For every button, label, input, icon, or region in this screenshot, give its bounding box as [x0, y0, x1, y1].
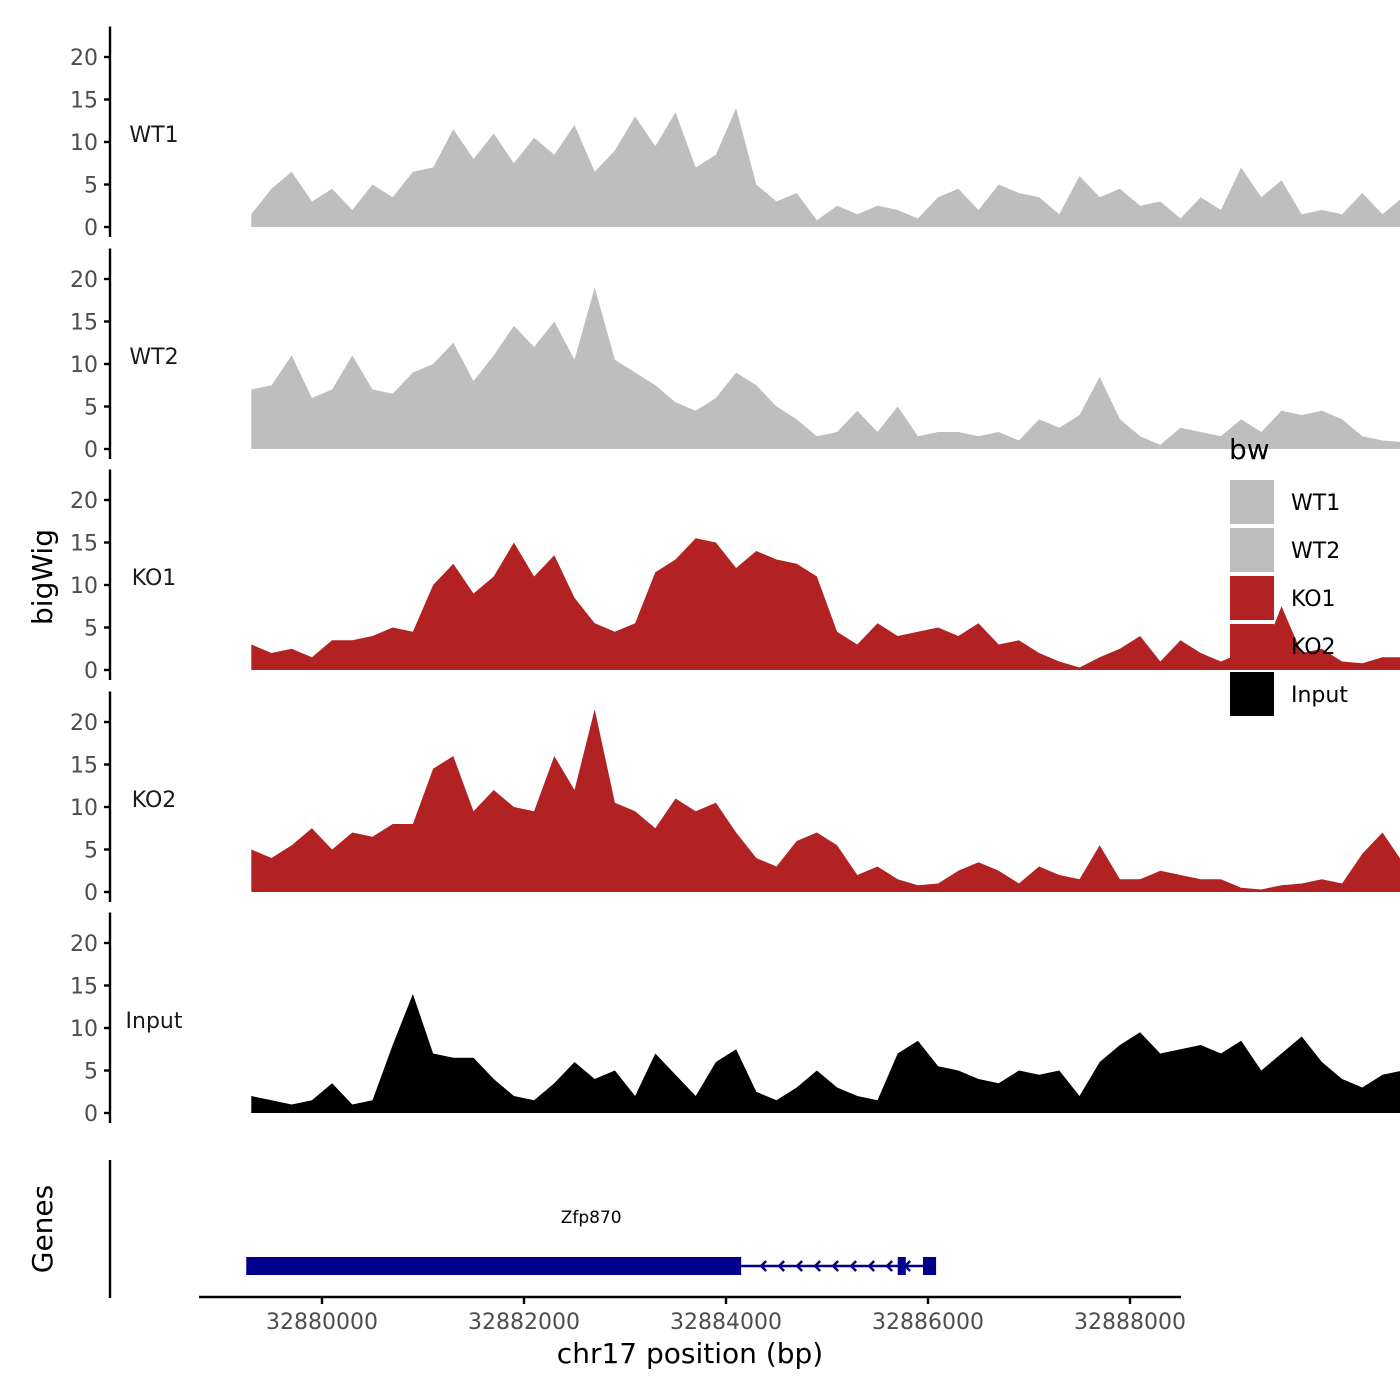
gene-exon — [897, 1257, 906, 1275]
signal-area-ko2 — [251, 709, 1400, 892]
track-input: 0 5 10 15 20 Input — [70, 912, 1400, 1127]
y-tick-label: 20 — [70, 268, 98, 293]
y-tick-label: 20 — [70, 711, 98, 736]
gene-exon — [922, 1257, 937, 1275]
legend-key-input — [1230, 672, 1274, 716]
strand-arrow-icon — [813, 1260, 822, 1272]
legend-key-wt1 — [1230, 480, 1274, 524]
track-ko2: 0 5 10 15 20 KO2 — [70, 691, 1400, 906]
y-tick-label: 10 — [70, 1017, 98, 1042]
x-tick-label: 32884000 — [670, 1310, 782, 1335]
y-tick-label: 0 — [84, 659, 98, 684]
y-tick-label: 15 — [70, 89, 98, 114]
y-tick-label: 15 — [70, 754, 98, 779]
y-tick-label: 20 — [70, 932, 98, 957]
signal-area-input — [251, 994, 1400, 1113]
strand-arrow-icon — [849, 1260, 858, 1272]
y-tick-label: 5 — [84, 396, 98, 421]
track-wt2: 0 5 10 15 20 WT2 — [70, 248, 1400, 463]
y-tick-label: 5 — [84, 617, 98, 642]
y-tick-label: 5 — [84, 174, 98, 199]
strand-arrow-icon — [831, 1260, 840, 1272]
y-axis-title: bigWig — [26, 529, 59, 625]
track-label: WT1 — [129, 123, 178, 148]
legend: bw WT1 WT2 KO1 KO2 Input — [1229, 433, 1348, 716]
x-tick-label: 32888000 — [1074, 1310, 1186, 1335]
gene-track: Genes Zfp870 — [26, 1160, 937, 1298]
y-tick-label: 10 — [70, 574, 98, 599]
y-tick-label: 20 — [70, 46, 98, 71]
track-wt1: 0 5 10 15 20 WT1 — [70, 26, 1400, 241]
strand-arrow-icon — [777, 1260, 786, 1272]
track-ko1: 0 5 10 15 20 KO1 — [70, 469, 1400, 684]
legend-title: bw — [1229, 433, 1270, 466]
legend-label-ko1: KO1 — [1291, 587, 1336, 612]
gene-exon — [246, 1257, 742, 1275]
y-tick-label: 15 — [70, 532, 98, 557]
y-tick-label: 10 — [70, 796, 98, 821]
y-tick-label: 15 — [70, 311, 98, 336]
y-tick-label: 5 — [84, 1060, 98, 1085]
x-axis-title: chr17 position (bp) — [557, 1337, 823, 1370]
legend-key-wt2 — [1230, 528, 1274, 572]
y-tick-label: 10 — [70, 131, 98, 156]
signal-area-wt1 — [251, 108, 1400, 227]
legend-label-wt2: WT2 — [1291, 539, 1340, 564]
strand-arrow-icon — [759, 1260, 768, 1272]
legend-label-wt1: WT1 — [1291, 491, 1340, 516]
x-tick-label: 32880000 — [266, 1310, 378, 1335]
legend-key-ko1 — [1230, 576, 1274, 620]
y-tick-label: 0 — [84, 1102, 98, 1127]
strand-arrow-icon — [885, 1260, 894, 1272]
y-tick-label: 20 — [70, 489, 98, 514]
y-tick-label: 10 — [70, 353, 98, 378]
x-axis: 32880000 32882000 32884000 32886000 32888000… — [199, 1295, 1186, 1370]
x-tick-label: 32886000 — [872, 1310, 984, 1335]
gene-zfp870: Zfp870 — [246, 1208, 937, 1275]
gene-track-title: Genes — [26, 1185, 59, 1273]
y-tick-label: 5 — [84, 839, 98, 864]
gene-name-label: Zfp870 — [561, 1208, 622, 1228]
x-tick-label: 32882000 — [468, 1310, 580, 1335]
signal-area-wt2 — [251, 287, 1400, 449]
legend-label-input: Input — [1291, 683, 1348, 708]
signal-area-ko1 — [251, 538, 1400, 670]
strand-arrow-icon — [867, 1260, 876, 1272]
track-label: KO2 — [132, 788, 177, 813]
track-label: Input — [126, 1009, 183, 1034]
strand-arrow-icon — [795, 1260, 804, 1272]
y-tick-label: 15 — [70, 975, 98, 1000]
legend-label-ko2: KO2 — [1291, 635, 1336, 660]
legend-key-ko2 — [1230, 624, 1274, 668]
y-tick-label: 0 — [84, 216, 98, 241]
y-tick-label: 0 — [84, 438, 98, 463]
track-label: KO1 — [132, 566, 177, 591]
y-tick-label: 0 — [84, 881, 98, 906]
track-label: WT2 — [129, 345, 178, 370]
